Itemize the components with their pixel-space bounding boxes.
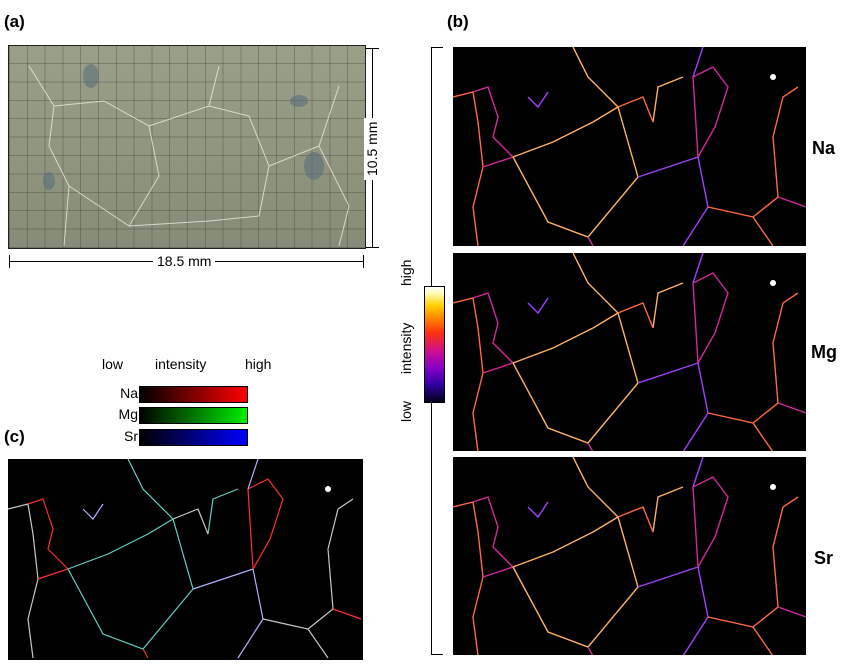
grain-boundary [527, 501, 549, 519]
grain-boundary [172, 508, 209, 535]
hotspot [770, 280, 776, 286]
grain-boundaries [8, 459, 362, 659]
optical-image [8, 45, 366, 249]
colorbar-low-label: low [398, 397, 414, 425]
grain-boundary [262, 618, 329, 659]
na-colorbar [139, 386, 248, 403]
grain-boundary [692, 476, 729, 568]
grain-boundary [527, 91, 549, 109]
element-label-mg: Mg [811, 342, 837, 362]
colorbar-mid-label: intensity [398, 319, 414, 377]
hotspot [770, 484, 776, 490]
rgb-legend-high: high [245, 356, 272, 372]
height-scale-cap-bottom [366, 247, 379, 248]
grain-boundary [617, 96, 654, 123]
grain-boundary [572, 457, 619, 518]
panel-label-a: (a) [4, 12, 25, 31]
grain-boundary [192, 568, 264, 659]
grain-boundary [512, 105, 639, 238]
grain-boundary [247, 459, 259, 490]
width-scale-cap-left [9, 255, 10, 268]
colorbar-high-label: high [398, 256, 414, 289]
grain-boundary [617, 302, 654, 329]
grain-boundary [707, 616, 774, 655]
rgb-legend-mg-label: Mg [118, 406, 138, 422]
grain-boundary [692, 457, 704, 488]
width-scale-cap-right [363, 255, 364, 268]
grain-boundary [692, 66, 729, 158]
grain-boundary [637, 362, 709, 451]
element-label-na: Na [812, 138, 836, 158]
panel-label-c: (c) [4, 427, 25, 446]
grain-boundary [207, 488, 239, 535]
grain-boundary [637, 156, 709, 246]
grain-boundary [777, 606, 806, 618]
rgb-legend-sr-label: Sr [124, 428, 138, 444]
grain-boundary [572, 47, 619, 108]
grain-boundary [587, 442, 594, 451]
intensity-colorbar [424, 286, 445, 403]
height-scale-cap-top [366, 48, 379, 49]
grain-boundary [332, 608, 362, 620]
rgb-legend-mid: intensity [155, 356, 207, 372]
height-scale-label: 10.5 mm [364, 117, 380, 180]
hotspot [770, 74, 776, 80]
grain-boundary [512, 311, 639, 444]
grain-boundary [587, 646, 594, 655]
grain-boundary [247, 478, 284, 570]
grain-boundary [752, 496, 799, 628]
grain-boundary [472, 292, 515, 374]
sr-map [453, 457, 806, 655]
na-map [453, 47, 806, 246]
grain-boundaries [453, 457, 806, 655]
mg-colorbar [139, 407, 248, 424]
grain-boundary [707, 412, 774, 451]
grain-boundary [27, 498, 70, 580]
grain-boundary [127, 459, 174, 520]
grain-boundary [752, 86, 799, 218]
grain-boundary [752, 292, 799, 424]
grain-boundary [652, 76, 684, 123]
grain-boundary [307, 498, 354, 630]
grain-boundary [527, 297, 549, 315]
grain-boundary [453, 91, 484, 246]
grain-boundary [67, 518, 194, 650]
grain-boundary [587, 236, 594, 246]
rgb-legend-na-label: Na [120, 385, 138, 401]
grain-boundary [453, 297, 484, 451]
sr-colorbar [139, 429, 248, 446]
rgb-legend-low: low [102, 356, 124, 372]
grain-boundary [82, 503, 104, 520]
mg-map [453, 253, 806, 451]
grain-boundary [472, 496, 515, 578]
grain-boundary [572, 253, 619, 314]
grain-boundary [777, 402, 806, 414]
element-label-sr: Sr [814, 548, 834, 568]
grain-boundary [692, 253, 704, 284]
grain-boundary [692, 272, 729, 364]
hotspot [325, 486, 331, 492]
grain-boundary [707, 206, 774, 246]
grain-boundary [637, 566, 709, 655]
grain-boundary [472, 86, 515, 168]
grain-boundary [777, 196, 806, 208]
width-scale-label: 18.5 mm [153, 253, 216, 269]
panel-label-b: (b) [447, 12, 469, 31]
grain-boundary [617, 506, 654, 533]
grain-boundaries [453, 47, 806, 246]
grain-boundaries [453, 253, 806, 451]
grain-boundary [652, 486, 684, 533]
grain-boundary [652, 282, 684, 329]
grain-boundary [512, 515, 639, 648]
grain-boundary [142, 648, 149, 659]
grain-boundary [453, 501, 484, 655]
rgb-composite-map [8, 459, 363, 660]
grain-boundary [692, 47, 704, 78]
grain-boundary [8, 503, 39, 659]
